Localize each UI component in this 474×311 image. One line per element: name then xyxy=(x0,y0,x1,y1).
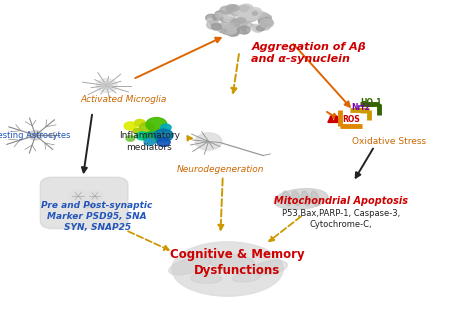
Circle shape xyxy=(231,8,238,12)
Circle shape xyxy=(240,4,253,13)
Circle shape xyxy=(251,24,261,31)
Circle shape xyxy=(245,12,258,21)
Circle shape xyxy=(252,12,257,15)
Text: HO-1: HO-1 xyxy=(360,98,382,107)
Circle shape xyxy=(210,22,216,26)
Circle shape xyxy=(237,18,246,23)
Circle shape xyxy=(234,9,245,16)
Circle shape xyxy=(133,128,142,134)
Circle shape xyxy=(238,23,246,28)
Circle shape xyxy=(264,15,272,20)
Circle shape xyxy=(82,200,98,210)
Circle shape xyxy=(219,12,227,17)
Circle shape xyxy=(257,13,270,22)
Ellipse shape xyxy=(210,254,255,272)
Circle shape xyxy=(222,25,236,34)
Circle shape xyxy=(219,24,224,28)
Circle shape xyxy=(241,28,246,31)
Polygon shape xyxy=(368,103,374,106)
Circle shape xyxy=(224,17,231,21)
Text: Aggregation of Aβ
and α-synuclein: Aggregation of Aβ and α-synuclein xyxy=(251,42,366,64)
Circle shape xyxy=(139,123,155,132)
Circle shape xyxy=(224,10,237,19)
Circle shape xyxy=(237,5,248,12)
Circle shape xyxy=(212,20,219,24)
Circle shape xyxy=(135,119,145,126)
Text: Neurodegeneration: Neurodegeneration xyxy=(177,165,264,174)
Circle shape xyxy=(234,7,245,14)
Text: Pre and Post-synaptic
Marker PSD95, SNA
SYN, SNAP25: Pre and Post-synaptic Marker PSD95, SNA … xyxy=(42,201,153,232)
Circle shape xyxy=(154,129,173,142)
Circle shape xyxy=(252,10,259,15)
Circle shape xyxy=(243,22,252,28)
Circle shape xyxy=(259,23,270,30)
Circle shape xyxy=(227,28,237,34)
Circle shape xyxy=(225,24,234,30)
Circle shape xyxy=(242,12,255,20)
Circle shape xyxy=(237,15,251,24)
Polygon shape xyxy=(361,109,367,113)
Circle shape xyxy=(212,14,222,21)
Circle shape xyxy=(86,190,103,202)
Circle shape xyxy=(257,13,270,21)
Circle shape xyxy=(238,15,247,20)
Circle shape xyxy=(259,17,273,27)
Ellipse shape xyxy=(274,188,328,210)
Circle shape xyxy=(261,25,265,28)
FancyBboxPatch shape xyxy=(40,177,128,229)
Circle shape xyxy=(126,136,135,141)
Circle shape xyxy=(222,16,229,21)
Circle shape xyxy=(243,7,254,15)
Circle shape xyxy=(136,132,148,140)
Circle shape xyxy=(248,10,257,16)
Circle shape xyxy=(240,16,245,19)
Ellipse shape xyxy=(311,191,319,206)
Circle shape xyxy=(243,31,247,34)
Circle shape xyxy=(146,118,167,131)
Circle shape xyxy=(157,138,170,146)
Circle shape xyxy=(220,6,232,14)
Circle shape xyxy=(256,26,264,31)
Circle shape xyxy=(207,21,219,29)
Ellipse shape xyxy=(232,273,261,282)
Ellipse shape xyxy=(253,260,287,275)
Circle shape xyxy=(230,20,240,26)
Circle shape xyxy=(143,132,160,143)
Circle shape xyxy=(227,6,240,14)
Circle shape xyxy=(253,26,262,32)
Text: Activated Microglia: Activated Microglia xyxy=(80,95,166,104)
Text: Resting Astrocytes: Resting Astrocytes xyxy=(0,131,70,140)
Circle shape xyxy=(214,25,224,31)
Circle shape xyxy=(243,20,248,23)
Circle shape xyxy=(255,12,266,19)
Circle shape xyxy=(124,122,137,130)
Circle shape xyxy=(260,19,273,28)
Circle shape xyxy=(227,28,239,36)
Ellipse shape xyxy=(283,191,291,206)
Circle shape xyxy=(237,16,247,23)
Circle shape xyxy=(251,25,255,27)
Circle shape xyxy=(222,21,233,29)
Circle shape xyxy=(242,7,254,14)
Text: Mitochondrial Apoptosis: Mitochondrial Apoptosis xyxy=(274,196,408,206)
Circle shape xyxy=(220,18,228,23)
Ellipse shape xyxy=(292,191,301,206)
Circle shape xyxy=(28,131,43,140)
Ellipse shape xyxy=(172,242,283,296)
Circle shape xyxy=(257,12,265,18)
Text: Cognitive & Memory
Dysfunctions: Cognitive & Memory Dysfunctions xyxy=(170,248,304,277)
Circle shape xyxy=(230,25,240,31)
Text: ROS: ROS xyxy=(342,115,360,124)
Circle shape xyxy=(240,5,249,12)
Circle shape xyxy=(229,5,239,11)
Text: Inflammatory
mediators: Inflammatory mediators xyxy=(119,132,180,151)
Circle shape xyxy=(220,29,226,33)
Circle shape xyxy=(216,23,225,29)
Ellipse shape xyxy=(301,191,310,206)
Circle shape xyxy=(256,14,267,21)
Circle shape xyxy=(226,22,239,30)
Circle shape xyxy=(219,27,228,32)
Circle shape xyxy=(258,20,264,23)
Circle shape xyxy=(161,124,171,131)
